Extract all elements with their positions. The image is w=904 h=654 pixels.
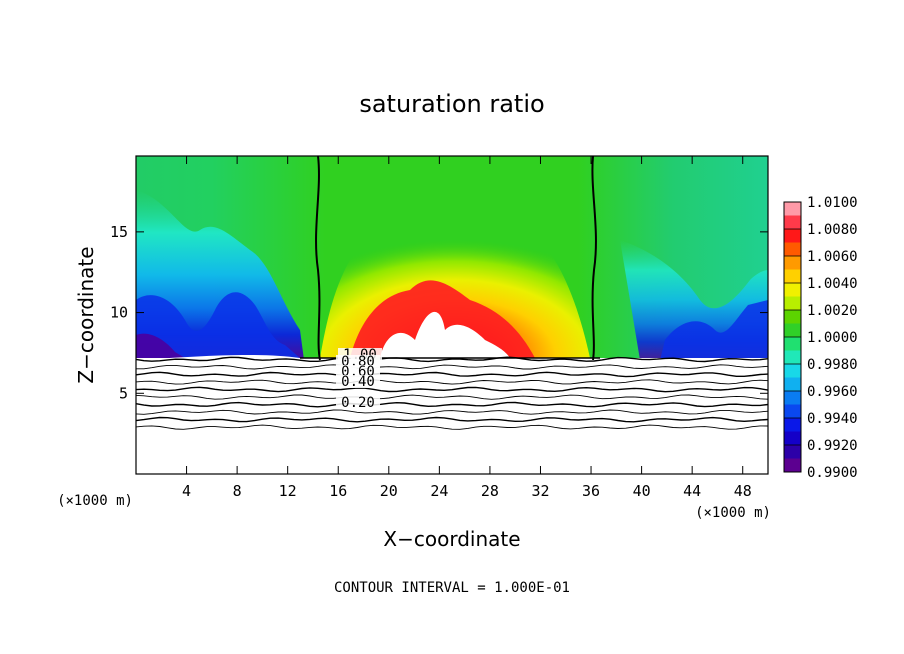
y-tick-label: 15 — [110, 223, 128, 241]
colorbar-swatch — [784, 350, 801, 365]
x-tick-label: 36 — [582, 482, 600, 500]
contour-label-bg — [336, 375, 380, 388]
x-unit-label: (×1000 m) — [695, 505, 771, 521]
x-tick-label: 8 — [233, 482, 242, 500]
colorbar-swatch — [784, 215, 801, 230]
colorbar-swatch — [784, 229, 801, 243]
colorbar-swatch — [784, 364, 801, 378]
y-axis-label: Z−coordinate — [74, 246, 98, 383]
x-tick-label: 20 — [380, 482, 398, 500]
colorbar-swatch — [784, 404, 801, 419]
x-tick-label: 28 — [481, 482, 499, 500]
x-tick-label: 16 — [329, 482, 347, 500]
colorbar-swatch — [784, 377, 801, 392]
contour-line — [135, 409, 769, 415]
contour-label-bg — [336, 355, 380, 368]
x-tick-label: 4 — [182, 482, 191, 500]
plot-frame — [135, 155, 769, 475]
colorbar-swatch — [784, 256, 801, 270]
contour-line — [136, 364, 769, 370]
colorbar-swatch — [784, 310, 801, 324]
contour-line — [135, 371, 769, 378]
contour-lines — [135, 356, 769, 430]
colorbar-swatch — [784, 391, 801, 405]
colorbar-swatch — [784, 296, 801, 311]
colorbar-label: 0.9920 — [807, 438, 858, 454]
contour-line — [135, 401, 769, 408]
colorbar-label: 1.0000 — [807, 330, 858, 346]
colorbar-swatch — [784, 202, 801, 216]
x-tick-label: 12 — [279, 482, 297, 500]
colorbar-swatch — [784, 323, 801, 338]
contour-label-bg — [336, 396, 380, 409]
colorbar-swatch — [784, 283, 801, 297]
contour-labels: 1.000.800.600.400.20 — [336, 347, 382, 411]
y-tick-label: 5 — [119, 384, 128, 402]
x-tick-label: 44 — [683, 482, 701, 500]
contour-line — [135, 394, 769, 400]
x-tick-label: 48 — [734, 482, 752, 500]
contour-label: 0.40 — [341, 374, 375, 390]
y-tick-label: 10 — [110, 304, 128, 322]
colorbar-swatch — [784, 337, 801, 351]
colorbar — [783, 201, 802, 473]
x-axis-ticks: 4 8 12 16 20 24 28 32 36 40 44 48 — [182, 156, 752, 500]
x-tick-label: 32 — [531, 482, 549, 500]
contour-label: 0.20 — [341, 395, 375, 411]
colorbar-label: 0.9960 — [807, 384, 858, 400]
contour-line — [135, 386, 769, 393]
colorbar-labels: 1.0100 1.0080 1.0060 1.0040 1.0020 1.0000 0.99… — [784, 195, 858, 481]
colorbar-label: 1.0060 — [807, 249, 858, 265]
x-axis-label: X−coordinate — [383, 527, 520, 551]
colorbar-label: 0.9980 — [807, 357, 858, 373]
x-tick-label: 40 — [633, 482, 651, 500]
contour-interval-note: CONTOUR INTERVAL = 1.000E-01 — [334, 580, 570, 596]
colorbar-label: 0.9940 — [807, 411, 858, 427]
chart-title: saturation ratio — [359, 90, 544, 118]
colorbar-swatch — [784, 445, 801, 459]
colorbar-swatch — [784, 431, 801, 446]
plot-field — [136, 156, 768, 474]
colorbar-swatch — [784, 269, 801, 284]
colorbar-label: 1.0040 — [807, 276, 858, 292]
colorbar-swatch — [784, 458, 801, 473]
x-tick-label: 24 — [430, 482, 448, 500]
y-axis-ticks: 5 10 15 — [110, 223, 768, 402]
colorbar-label: 1.0080 — [807, 222, 858, 238]
contour-line — [135, 356, 769, 363]
colorbar-label: 0.9900 — [807, 465, 858, 481]
contour-label-bg — [336, 365, 380, 378]
contour-line — [135, 424, 769, 430]
contour-line — [135, 416, 769, 423]
colorbar-label: 1.0020 — [807, 303, 858, 319]
z-unit-label: (×1000 m) — [57, 493, 133, 509]
contour-line — [135, 379, 769, 385]
colorbar-swatch — [784, 418, 801, 432]
colorbar-label: 1.0100 — [807, 195, 858, 211]
colorbar-swatch — [784, 242, 801, 257]
